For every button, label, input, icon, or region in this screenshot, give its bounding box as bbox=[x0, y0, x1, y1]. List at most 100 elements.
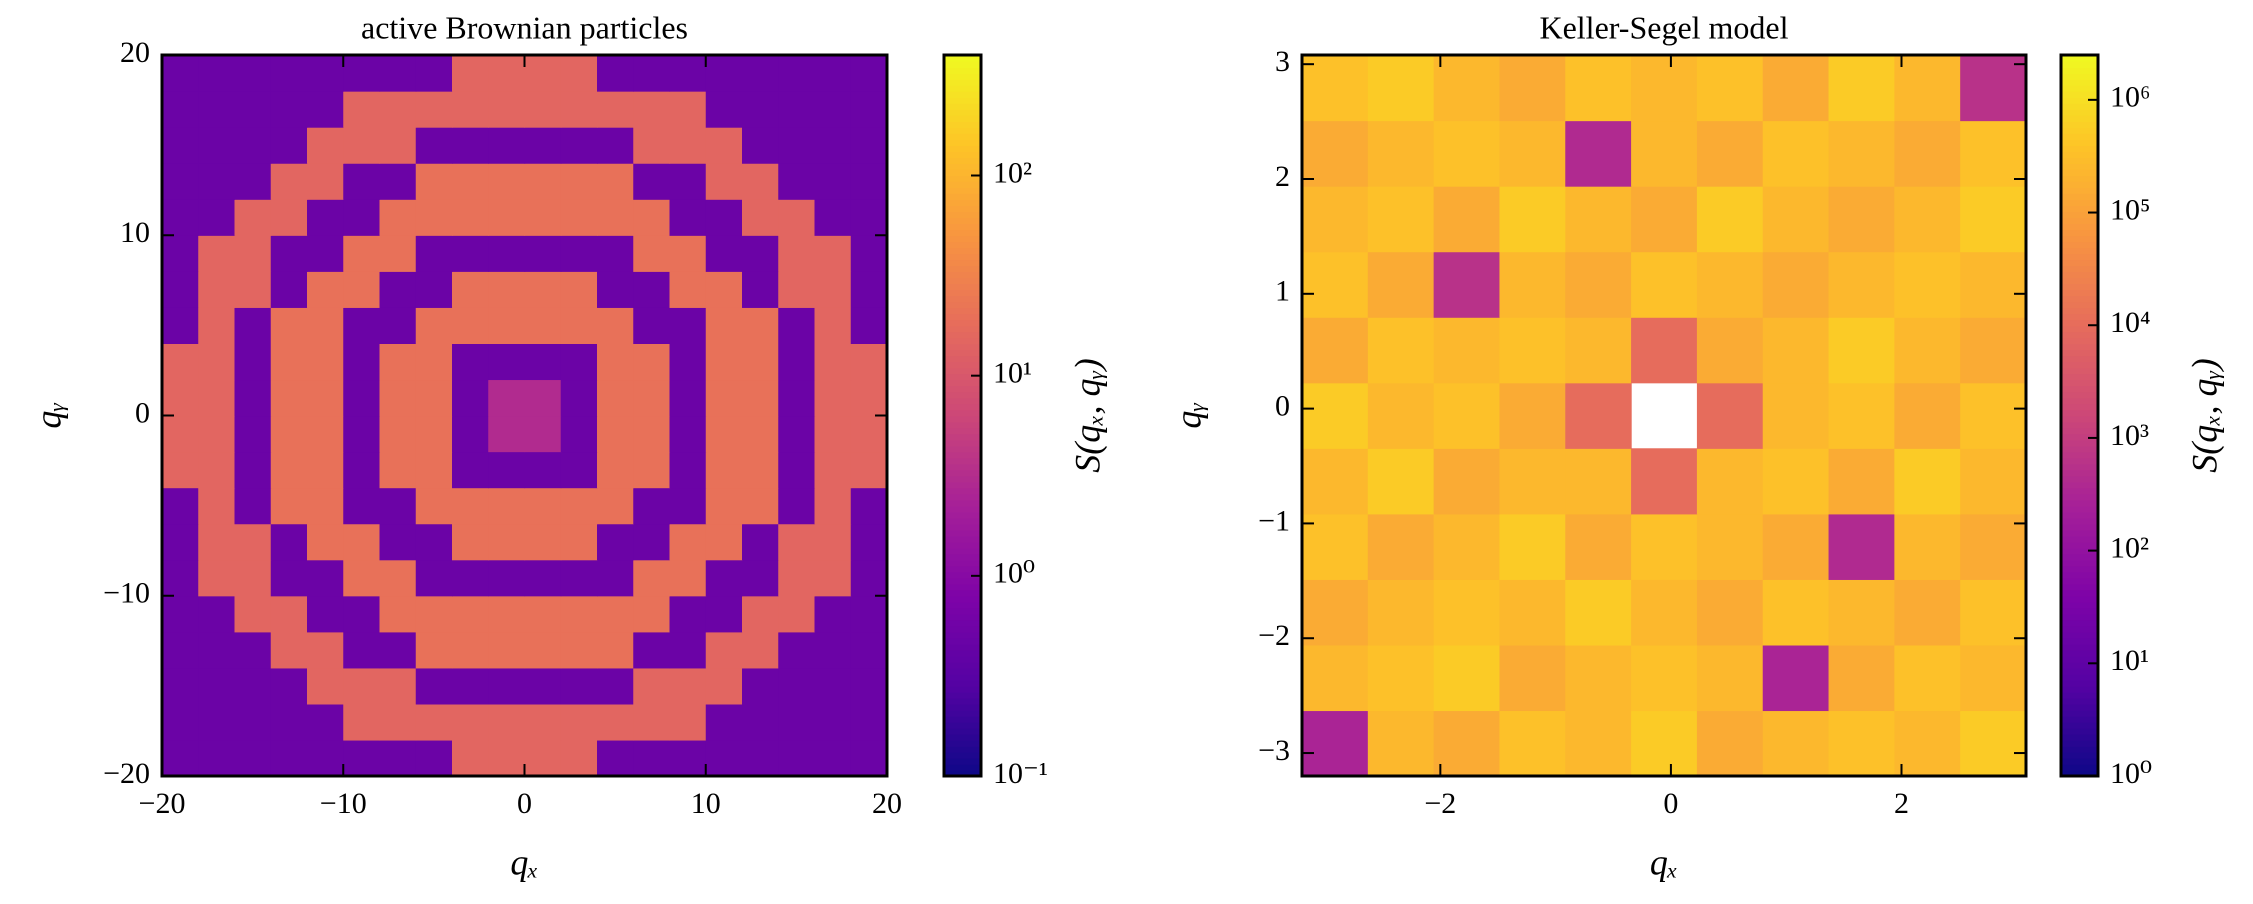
heatmap-cell bbox=[270, 235, 308, 272]
colorbar-slice bbox=[944, 457, 981, 465]
heatmap-cell bbox=[452, 91, 489, 128]
colorbar-slice bbox=[2061, 631, 2098, 639]
colorbar-slice bbox=[944, 607, 981, 615]
heatmap-cell bbox=[162, 91, 199, 128]
heatmap-cell bbox=[669, 55, 707, 92]
heatmap-cell bbox=[1565, 448, 1632, 515]
colorbar-slice bbox=[2061, 643, 2098, 651]
colorbar-slice bbox=[2061, 475, 2098, 483]
heatmap-cell bbox=[198, 559, 236, 597]
heatmap-cell bbox=[234, 631, 272, 669]
heatmap-cell bbox=[1433, 382, 1501, 449]
heatmap-cell bbox=[1433, 251, 1501, 318]
heatmap-cell bbox=[850, 739, 888, 777]
colorbar-slice bbox=[2061, 271, 2098, 279]
heatmap-cell bbox=[1960, 55, 2027, 122]
colorbar-slice bbox=[944, 463, 981, 471]
heatmap-cell bbox=[1960, 710, 2027, 777]
heatmap-cell bbox=[379, 595, 417, 633]
heatmap-cell bbox=[742, 415, 779, 453]
heatmap-cell bbox=[198, 487, 236, 525]
heatmap-cell bbox=[488, 667, 526, 705]
colorbar-slice bbox=[944, 697, 981, 705]
heatmap-cell bbox=[705, 451, 743, 489]
heatmap-cells bbox=[162, 55, 888, 777]
heatmap-cell bbox=[597, 235, 634, 272]
colorbar-slice bbox=[944, 361, 981, 369]
colorbar-slice bbox=[944, 433, 981, 441]
heatmap-cell bbox=[1565, 186, 1632, 253]
colorbar-slice bbox=[2061, 469, 2098, 477]
y-tick-label: 1 bbox=[1275, 275, 1290, 308]
colorbar-slice bbox=[944, 163, 981, 170]
heatmap-cell bbox=[742, 559, 779, 597]
colorbar-label: S(qₓ, qᵧ) bbox=[1067, 358, 1107, 473]
colorbar-tick-label: 10⁻¹ bbox=[993, 757, 1048, 790]
heatmap-cell bbox=[234, 487, 272, 525]
colorbar-slice bbox=[944, 589, 981, 597]
heatmap-cell bbox=[814, 91, 852, 128]
colorbar-slice bbox=[944, 61, 981, 68]
colorbar-slice bbox=[944, 619, 981, 627]
heatmap-cell bbox=[1762, 710, 1830, 777]
heatmap-cell bbox=[234, 523, 272, 561]
heatmap-cell bbox=[307, 595, 344, 633]
colorbar-slice bbox=[944, 481, 981, 489]
heatmap-cell bbox=[162, 703, 199, 741]
heatmap-cell bbox=[524, 523, 562, 561]
heatmap-cell bbox=[705, 703, 743, 741]
heatmap-cell bbox=[850, 523, 888, 561]
heatmap-cell bbox=[1631, 513, 1698, 580]
colorbar-slice bbox=[944, 727, 981, 735]
colorbar-slice bbox=[944, 235, 981, 243]
colorbar-slice bbox=[2061, 673, 2098, 681]
heatmap-cell bbox=[1565, 382, 1632, 449]
heatmap-cell bbox=[488, 559, 526, 597]
heatmap-cell bbox=[1696, 186, 1764, 253]
heatmap-cell bbox=[560, 199, 598, 236]
colorbar-slice bbox=[2061, 301, 2098, 309]
heatmap-cell bbox=[162, 559, 199, 597]
heatmap-cell bbox=[1302, 317, 1369, 384]
colorbar-gradient bbox=[2061, 55, 2098, 777]
y-tick-label: −1 bbox=[1258, 504, 1290, 537]
heatmap-cell bbox=[814, 343, 852, 381]
colorbar-slice bbox=[944, 331, 981, 339]
heatmap-cell bbox=[1960, 513, 2027, 580]
heatmap-cell bbox=[307, 271, 344, 308]
heatmap-cell bbox=[198, 595, 236, 633]
heatmap-cell bbox=[379, 127, 417, 164]
heatmap-cell bbox=[1894, 317, 1961, 384]
colorbar-tick-label: 10⁰ bbox=[2110, 757, 2152, 790]
heatmap-cell bbox=[1960, 644, 2027, 712]
colorbar-slice bbox=[2061, 145, 2098, 152]
colorbar-slice bbox=[944, 571, 981, 579]
heatmap-cell bbox=[1367, 382, 1435, 449]
colorbar-slice bbox=[2061, 499, 2098, 507]
heatmap-cell bbox=[742, 631, 779, 669]
heatmap-cell bbox=[742, 379, 779, 417]
heatmap-cell bbox=[742, 595, 779, 633]
colorbar-slice bbox=[944, 565, 981, 573]
colorbar-slice bbox=[2061, 679, 2098, 687]
heatmap-cell bbox=[705, 379, 743, 417]
heatmap-cell bbox=[270, 91, 308, 128]
heatmap-cell bbox=[778, 307, 816, 344]
heatmap-cell bbox=[524, 91, 562, 128]
colorbar-slice bbox=[944, 529, 981, 537]
colorbar-slice bbox=[944, 709, 981, 717]
colorbar-slice bbox=[944, 451, 981, 459]
colorbar-slice bbox=[2061, 439, 2098, 447]
colorbar-slice bbox=[944, 691, 981, 699]
colorbar-slice bbox=[2061, 451, 2098, 459]
x-tick-label: 0 bbox=[517, 787, 532, 820]
colorbar-slice bbox=[944, 703, 981, 711]
heatmap-cell bbox=[597, 559, 634, 597]
heatmap-cell bbox=[1960, 382, 2027, 449]
heatmap-cell bbox=[488, 595, 526, 633]
heatmap-cell bbox=[379, 523, 417, 561]
heatmap-cell bbox=[198, 199, 236, 236]
heatmap-cell bbox=[560, 91, 598, 128]
x-tick-label: 10 bbox=[691, 787, 721, 820]
heatmap-cell bbox=[1302, 251, 1369, 318]
